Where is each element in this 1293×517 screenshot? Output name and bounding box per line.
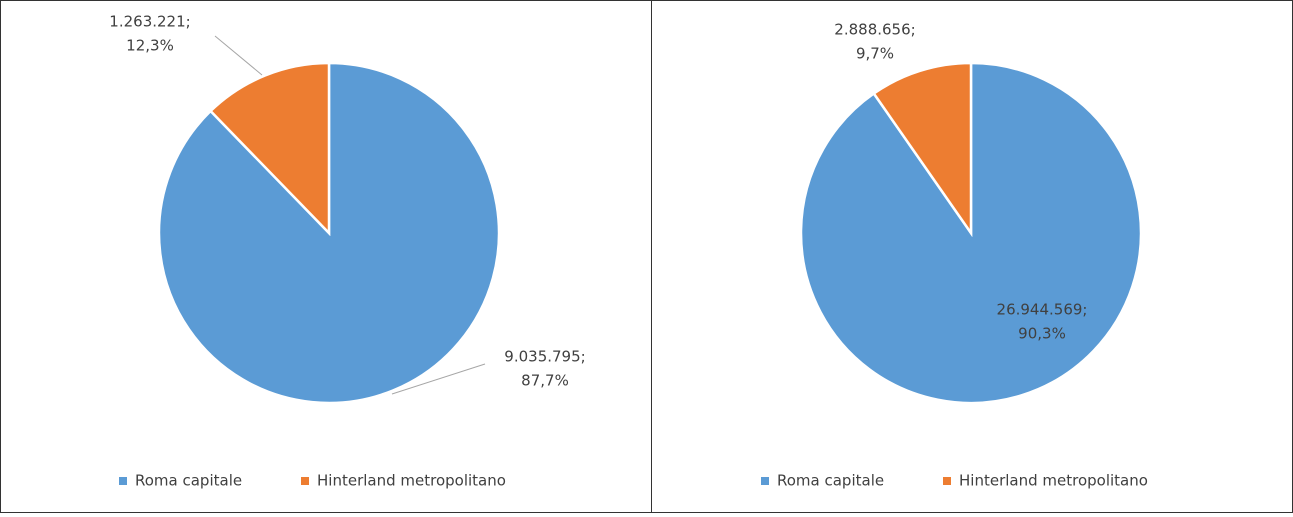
data-label-value: 9.035.795; xyxy=(504,348,585,366)
pie-slice xyxy=(208,61,331,237)
data-label-value: 26.944.569; xyxy=(997,301,1088,319)
legend-label: Roma capitale xyxy=(777,472,884,490)
legend-label: Hinterland metropolitano xyxy=(959,472,1148,490)
data-label-value: 2.888.656; xyxy=(834,21,915,39)
data-label-percent: 9,7% xyxy=(856,45,894,63)
legend-swatch xyxy=(119,477,127,485)
legend-label: Hinterland metropolitano xyxy=(317,472,506,490)
leader-line xyxy=(391,363,486,395)
legend-swatch xyxy=(761,477,769,485)
data-label-percent: 90,3% xyxy=(1018,325,1066,343)
leader-line xyxy=(214,35,263,76)
legend-swatch xyxy=(301,477,309,485)
legend-swatch xyxy=(943,477,951,485)
data-label-percent: 87,7% xyxy=(521,372,569,390)
data-label-value: 1.263.221; xyxy=(109,13,190,31)
data-label-percent: 12,3% xyxy=(126,37,174,55)
pie-slice xyxy=(872,61,973,237)
legend-label: Roma capitale xyxy=(135,472,242,490)
